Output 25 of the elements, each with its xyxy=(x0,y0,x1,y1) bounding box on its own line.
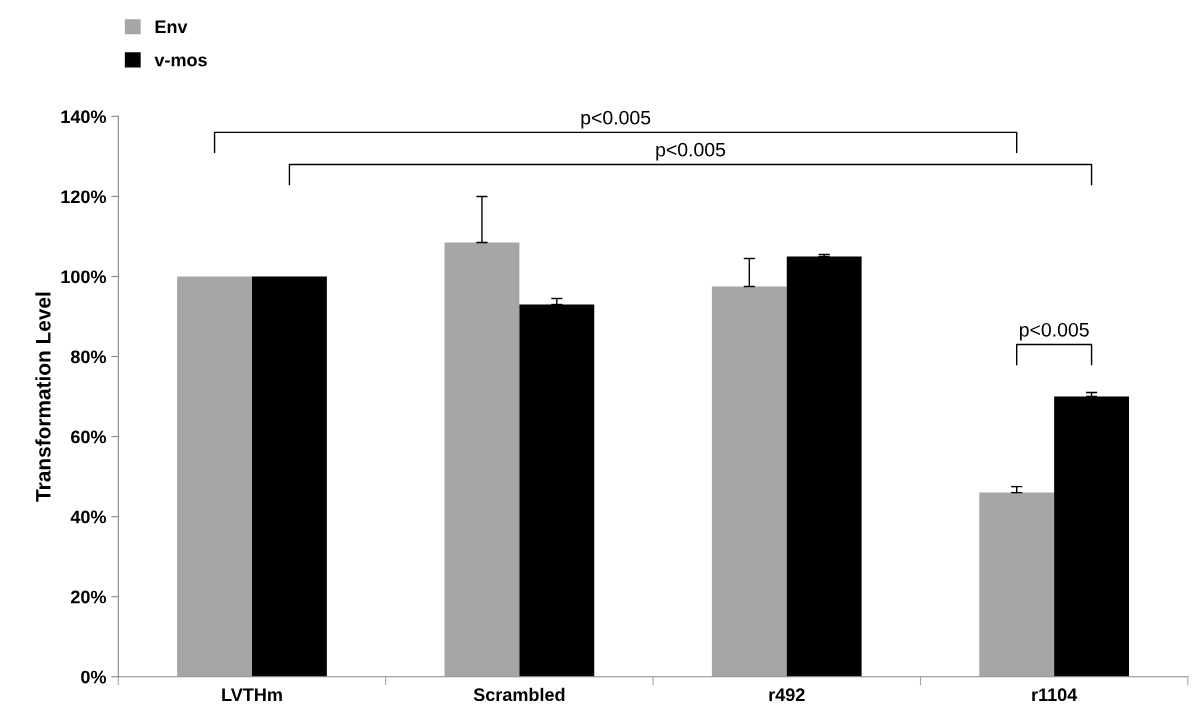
y-tick-label: 140% xyxy=(61,110,107,124)
bar xyxy=(177,276,252,677)
annotation: p<0.005 xyxy=(1019,322,1089,341)
y-tick-label: 100% xyxy=(61,270,107,284)
x-tick-label: LVTHm xyxy=(222,688,282,701)
bar xyxy=(786,256,862,677)
y-tick-label: 60% xyxy=(71,430,107,444)
x-tick-label: Scrambled xyxy=(473,687,565,702)
x-tick-label: r1104 xyxy=(1032,688,1078,702)
bar xyxy=(1054,396,1130,677)
y-tick-label: 40% xyxy=(70,510,107,524)
legend-label: v-mos xyxy=(154,56,207,67)
y-tick-label: 80% xyxy=(70,350,107,364)
x-tick-label: r492 xyxy=(769,688,805,702)
bar xyxy=(979,492,1055,677)
annotation: p<0.005 xyxy=(656,142,726,161)
bar xyxy=(444,242,520,677)
legend-label: Env xyxy=(155,20,188,34)
bar xyxy=(252,276,327,677)
annotation: p<0.005 xyxy=(581,110,651,129)
y-tick-label: 20% xyxy=(70,590,107,604)
y-tick-label: 0% xyxy=(81,670,107,684)
y-axis-title: Transformation Level xyxy=(35,292,51,502)
y-tick-label: 120% xyxy=(61,190,107,204)
bar xyxy=(711,286,787,677)
